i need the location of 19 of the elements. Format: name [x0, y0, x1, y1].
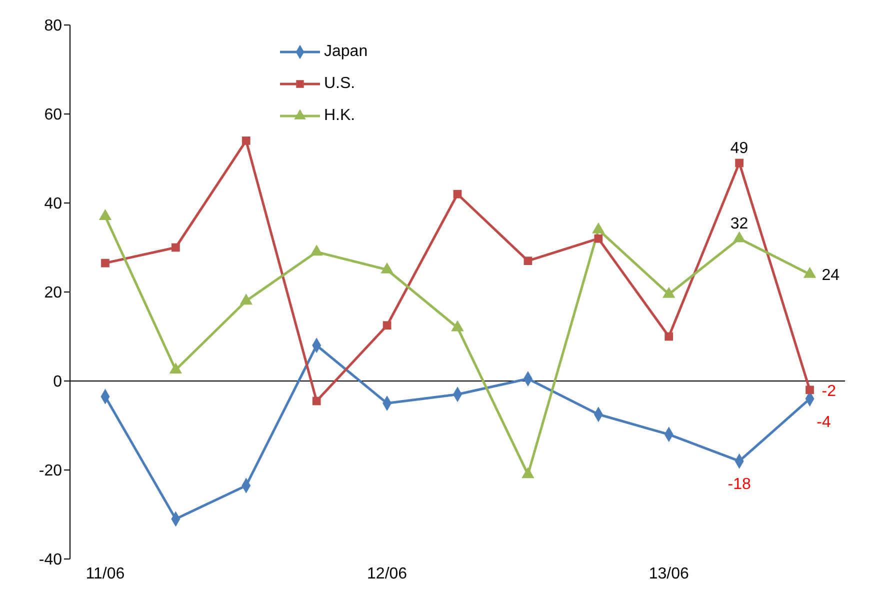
data-label: 32: [730, 216, 748, 233]
x-tick-label: 13/06: [648, 565, 689, 582]
legend-label: H.K.: [324, 107, 356, 125]
y-tick-label: 60: [44, 106, 62, 124]
legend-label: U.S.: [324, 75, 356, 93]
legend-label: Japan: [324, 43, 368, 61]
y-tick-label: 0: [53, 374, 62, 391]
data-label: -2: [822, 382, 836, 400]
y-tick-label: -40: [38, 552, 62, 569]
y-tick-label: 20: [44, 284, 62, 302]
data-label: -4: [816, 414, 831, 431]
data-label: 24: [822, 267, 840, 284]
data-label: -18: [728, 476, 751, 494]
y-tick-label: -20: [38, 462, 62, 480]
y-tick-label: 40: [44, 196, 62, 213]
data-label: 49: [730, 140, 748, 157]
y-tick-label: 80: [44, 18, 62, 35]
x-tick-label: 11/06: [86, 565, 125, 582]
x-tick-label: 12/06: [367, 565, 408, 582]
